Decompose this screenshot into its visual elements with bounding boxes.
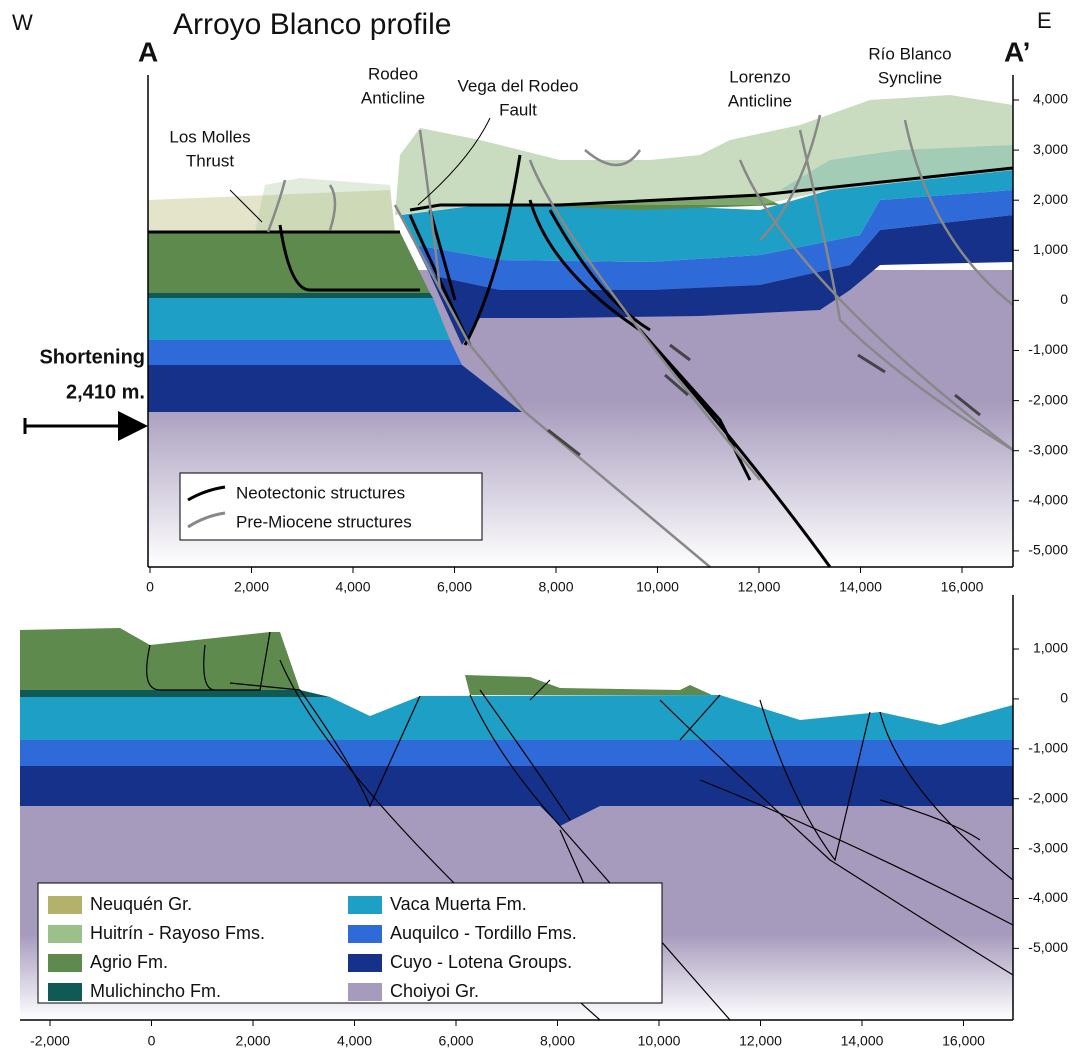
y-tick-label: 3,000	[1033, 141, 1068, 157]
legend-label: Huitrín - Rayoso Fms.	[90, 923, 265, 943]
legend-label: Choiyoi Gr.	[390, 981, 479, 1001]
y-tick-label: -5,000	[1028, 939, 1068, 955]
structure-label: Anticline	[728, 91, 792, 110]
x-tick-label: 14,000	[839, 579, 882, 595]
cross-section-figure: Neotectonic structures Pre-Miocene struc…	[0, 0, 1074, 1056]
legend-label: Pre-Miocene structures	[236, 512, 412, 531]
x-tick-label: 8,000	[540, 1033, 575, 1049]
legend-swatch	[348, 896, 382, 914]
x-tick-label: 4,000	[335, 579, 370, 595]
structure-label: Vega del Rodeo	[458, 76, 579, 95]
y-tick-label: -3,000	[1028, 441, 1068, 457]
legend-label: Vaca Muerta Fm.	[390, 894, 527, 914]
x-tick-label: 8,000	[538, 579, 573, 595]
structure-label: Thrust	[186, 151, 234, 170]
layer	[20, 740, 1013, 766]
x-tick-label: 6,000	[438, 1033, 473, 1049]
y-tick-label: 1,000	[1033, 640, 1068, 656]
x-tick-label: 14,000	[841, 1033, 884, 1049]
x-tick-label: 0	[148, 1033, 156, 1049]
y-tick-label: -4,000	[1028, 889, 1068, 905]
structure-label: Anticline	[361, 88, 425, 107]
y-tick-label: -5,000	[1028, 542, 1068, 558]
y-tick-label: 2,000	[1033, 191, 1068, 207]
legend-label: Neotectonic structures	[236, 483, 405, 502]
structure-label: Río Blanco	[868, 44, 951, 63]
x-tick-label: 6,000	[437, 579, 472, 595]
legend-swatch	[348, 954, 382, 972]
layer	[20, 695, 1013, 740]
layer	[148, 365, 522, 412]
y-tick-label: 0	[1060, 690, 1068, 706]
y-tick-label: 4,000	[1033, 91, 1068, 107]
section-end: A’	[1004, 36, 1030, 67]
layer	[148, 340, 462, 365]
x-tick-label: 4,000	[337, 1033, 372, 1049]
x-tick-label: -2,000	[30, 1033, 70, 1049]
legend-swatch	[348, 925, 382, 943]
layer	[255, 178, 395, 232]
legend-label: Mulichincho Fm.	[90, 981, 221, 1001]
x-tick-label: 0	[146, 579, 154, 595]
legend-label: Auquilco - Tordillo Fms.	[390, 923, 577, 943]
y-tick-label: -1,000	[1028, 341, 1068, 357]
x-tick-label: 16,000	[942, 1033, 985, 1049]
west-label: W	[12, 10, 33, 35]
structure-label: Fault	[499, 100, 537, 119]
structure-label: Los Molles	[169, 127, 250, 146]
shortening-label: Shortening	[39, 346, 145, 368]
x-tick-label: 10,000	[636, 579, 679, 595]
structure-label: Rodeo	[368, 64, 418, 83]
legend-swatch	[48, 983, 82, 1001]
y-tick-label: -4,000	[1028, 492, 1068, 508]
x-tick-label: 12,000	[739, 1033, 782, 1049]
x-tick-label: 16,000	[941, 579, 984, 595]
title: Arroyo Blanco profile	[173, 8, 451, 41]
x-tick-label: 2,000	[234, 579, 269, 595]
y-tick-label: 0	[1060, 291, 1068, 307]
legend-swatch	[348, 983, 382, 1001]
x-tick-label: 12,000	[738, 579, 781, 595]
x-tick-label: 2,000	[235, 1033, 270, 1049]
structure-label: Syncline	[878, 68, 942, 87]
legend-swatch	[48, 954, 82, 972]
shortening-label: 2,410 m.	[66, 381, 145, 403]
legend-label: Cuyo - Lotena Groups.	[390, 952, 572, 972]
legend-swatch	[48, 896, 82, 914]
layer	[20, 628, 300, 690]
legend-swatch	[48, 925, 82, 943]
section-end: A	[138, 36, 158, 67]
structure-label: Lorenzo	[729, 67, 790, 86]
y-tick-label: -1,000	[1028, 740, 1068, 756]
legend-label: Agrio Fm.	[90, 952, 168, 972]
layer	[148, 298, 450, 340]
layer	[148, 293, 433, 298]
y-tick-label: -3,000	[1028, 839, 1068, 855]
legend-label: Neuquén Gr.	[90, 894, 192, 914]
east-label: E	[1037, 8, 1052, 33]
x-tick-label: 10,000	[638, 1033, 681, 1049]
layer	[465, 675, 712, 695]
y-tick-label: 1,000	[1033, 241, 1068, 257]
layer	[20, 690, 330, 697]
y-tick-label: -2,000	[1028, 789, 1068, 805]
top-section: Neotectonic structures Pre-Miocene struc…	[148, 75, 1013, 567]
y-tick-label: -2,000	[1028, 391, 1068, 407]
